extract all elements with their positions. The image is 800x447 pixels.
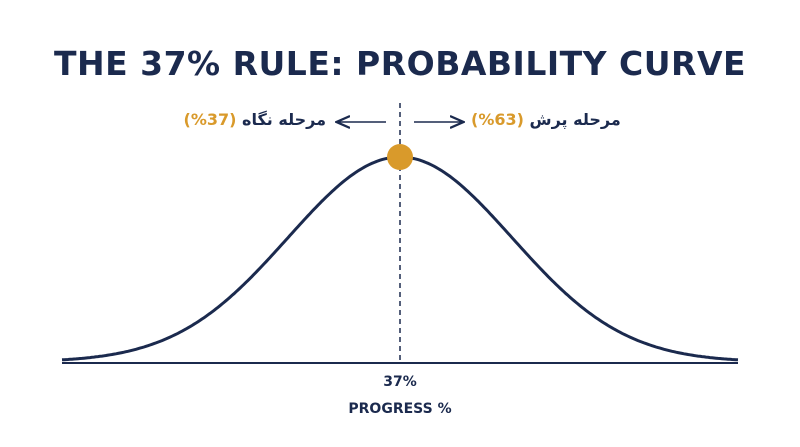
phase-label: مرحله پرش — [529, 110, 621, 129]
peak-marker — [387, 144, 413, 170]
axis-title: PROGRESS % — [348, 401, 452, 417]
phase-percent: (%63) — [471, 110, 524, 129]
phase-label: مرحله نگاه — [242, 110, 326, 129]
right-phase: مرحله پرش (%63) — [471, 110, 621, 129]
marker-label: 37% — [383, 374, 417, 390]
left-phase: مرحله نگاه (%37) — [184, 110, 326, 129]
phase-percent: (%37) — [183, 110, 237, 129]
title: THE 37% RULE: PROBABILITY CURVE — [53, 44, 747, 83]
